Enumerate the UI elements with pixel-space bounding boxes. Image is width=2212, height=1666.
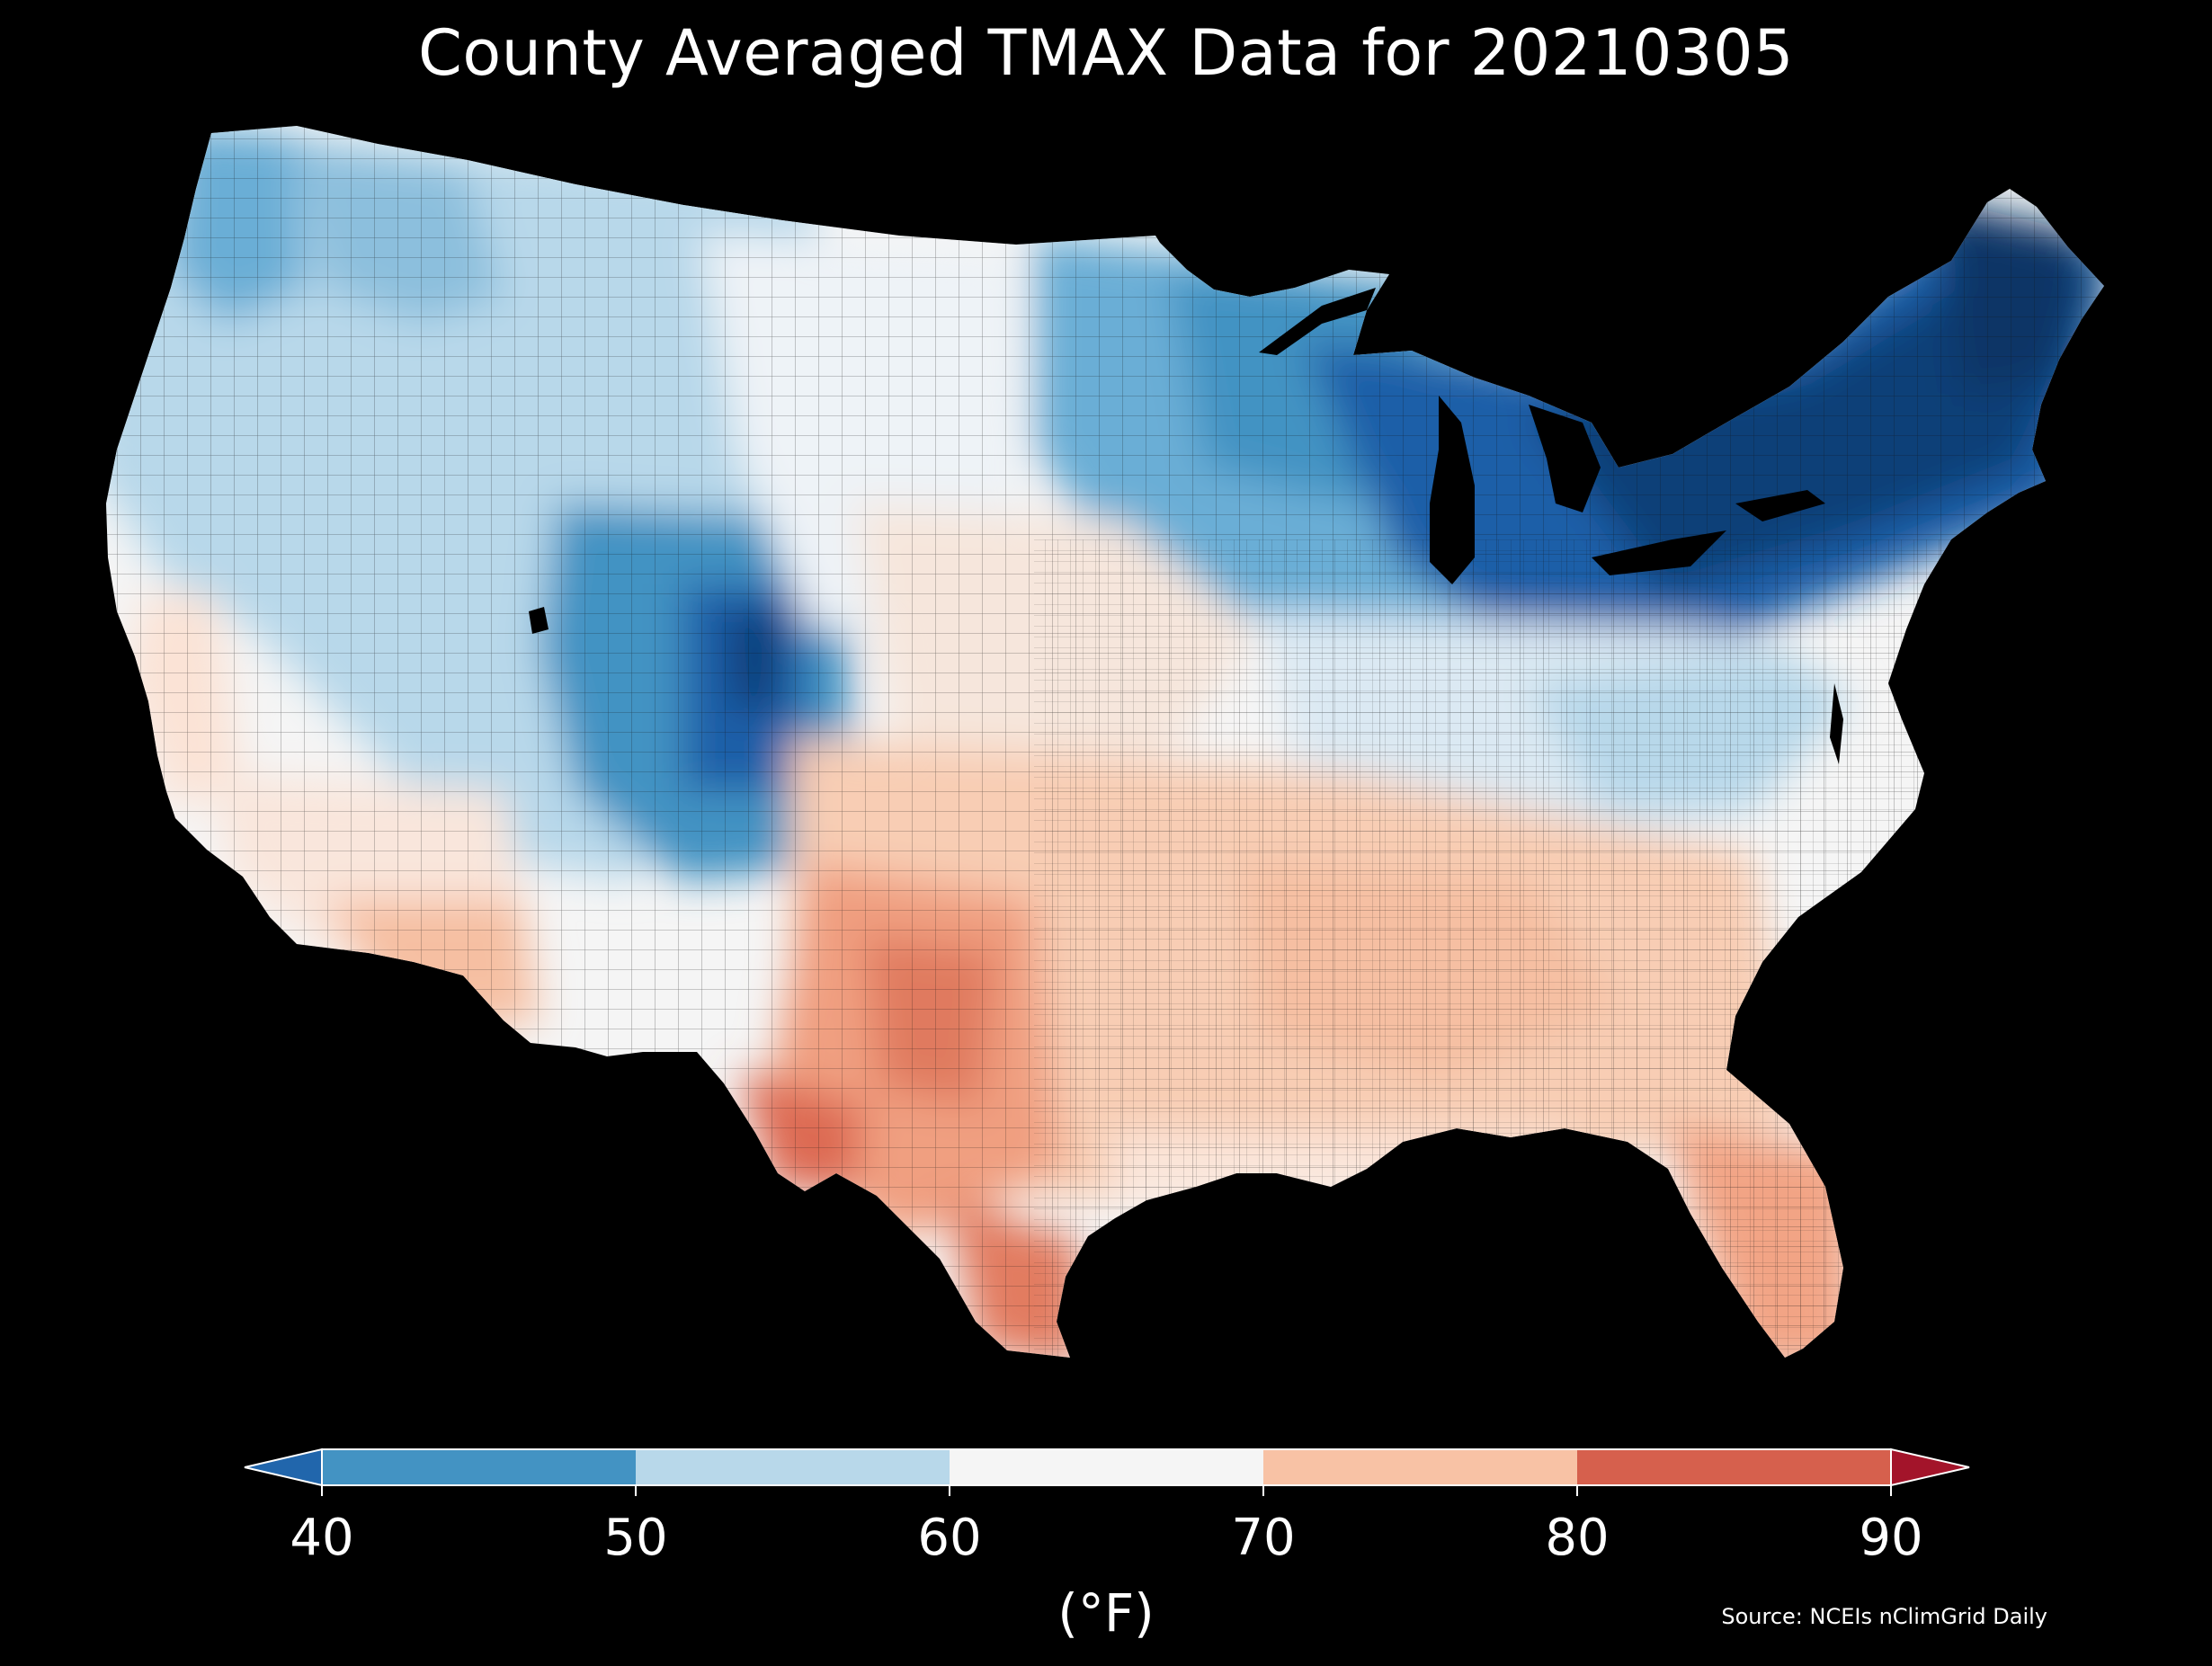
- colorbar-bin-50-60: [636, 1449, 950, 1485]
- source-credit: Source: NCEIs nClimGrid Daily: [1721, 1604, 2047, 1629]
- colorbar-tick-label: 40: [290, 1509, 354, 1567]
- chesapeake-bay: [1830, 683, 1843, 764]
- colorbar-tick-label: 70: [1231, 1509, 1296, 1567]
- colorbar-tick-label: 60: [917, 1509, 982, 1567]
- lake-superior: [1259, 288, 1376, 355]
- colorbar-bin-40-50: [322, 1449, 636, 1485]
- colorbar-tick-label: 90: [1859, 1509, 1923, 1567]
- lake-erie: [1592, 530, 1726, 575]
- colorbar-bin-70-80: [1263, 1449, 1577, 1485]
- colorbar-unit-label: (°F): [1057, 1582, 1155, 1644]
- lake-huron: [1529, 405, 1601, 512]
- colorbar-bin-80-90: [1577, 1449, 1891, 1485]
- great-lakes: [529, 288, 1843, 764]
- colorbar-extend-high: [1890, 1448, 1970, 1487]
- lake-ontario: [1735, 490, 1825, 521]
- lake-michigan: [1430, 396, 1475, 584]
- colorbar-bin-60-70: [950, 1449, 1263, 1485]
- colorbar: [244, 1448, 1970, 1496]
- great-salt-lake: [529, 607, 549, 634]
- colorbar-tick-label: 80: [1545, 1509, 1610, 1567]
- map-title: County Averaged TMAX Data for 20210305: [417, 16, 1795, 90]
- colorbar-tick-label: 50: [603, 1509, 668, 1567]
- colorbar-extend-low: [244, 1448, 323, 1487]
